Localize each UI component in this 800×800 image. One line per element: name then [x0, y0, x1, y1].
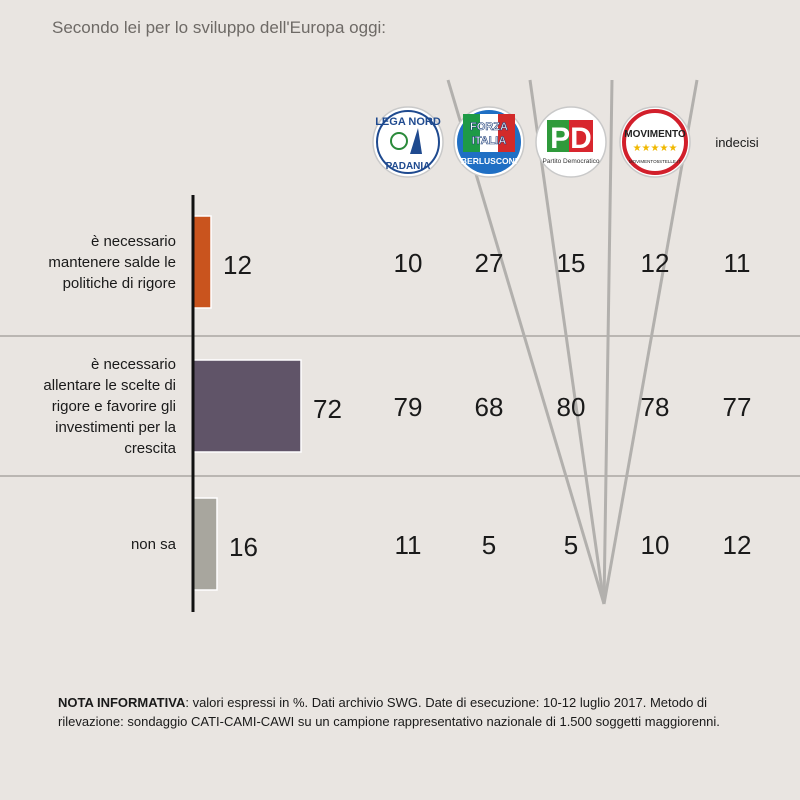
- bar-2: [192, 497, 218, 591]
- column-value-pd-2: 5: [564, 530, 578, 560]
- m5s-red-ring: [622, 109, 688, 175]
- column-value-pd-0: 15: [557, 248, 586, 278]
- bar-0: [192, 215, 212, 309]
- pd-letters: PD: [550, 122, 592, 155]
- bar-value-2: 16: [229, 532, 258, 562]
- lega-nord-logo-circle: [372, 106, 444, 178]
- column-value-m5s-1: 78: [641, 392, 670, 422]
- category-label-0-0: è necessario: [91, 233, 176, 250]
- column-value-indecisi-0: 11: [724, 248, 751, 278]
- column-value-forza-2: 5: [482, 530, 496, 560]
- category-label-1-1: allentare le scelte di: [43, 377, 176, 394]
- lega-sun-symbol: [390, 132, 408, 150]
- column-value-forza-1: 68: [475, 392, 504, 422]
- m5s-stars: ★★★★★: [633, 143, 678, 154]
- category-label-0-2: politiche di rigore: [63, 275, 176, 292]
- indecisi-header: indecisi: [715, 135, 758, 150]
- column-value-indecisi-2: 12: [723, 530, 752, 560]
- bar-value-0: 12: [223, 250, 252, 280]
- nota-label: NOTA INFORMATIVA: [58, 695, 186, 710]
- lega-warrior-figure: [410, 128, 422, 154]
- forza-text-2: ITALIA: [472, 135, 507, 147]
- forza-text-3: BERLUSCONI: [461, 156, 517, 166]
- movimento-5-stelle-logo-circle: [619, 106, 691, 178]
- category-label-0-1: mantenere salde le: [48, 254, 176, 271]
- forza-flag-green: [463, 114, 480, 152]
- category-label-1-2: rigore e favorire gli: [52, 398, 176, 415]
- column-value-forza-0: 27: [475, 248, 504, 278]
- forza-flag-white: [480, 114, 498, 152]
- m5s-title: MOVIMENTO: [624, 129, 686, 140]
- category-label-1-4: crescita: [124, 440, 176, 457]
- m5s-url: MOVIMENTO5STELLE.IT: [629, 159, 681, 164]
- forza-flag-red: [498, 114, 515, 152]
- column-value-m5s-2: 10: [641, 530, 670, 560]
- lega-top-text: LEGA NORD: [375, 116, 441, 128]
- nota-informativa: NOTA INFORMATIVA: valori espressi in %. …: [58, 693, 758, 731]
- lega-bottom-text: PADANIA: [386, 161, 431, 172]
- chart-title: Secondo lei per lo sviluppo dell'Europa …: [52, 18, 387, 37]
- bar-1: [192, 359, 302, 453]
- movimento-5-stelle-logo: MOVIMENTO ★★★★★ MOVIMENTO5STELLE.IT: [619, 106, 691, 178]
- pd-red-block: [569, 120, 593, 152]
- column-separator-3: [602, 79, 699, 605]
- column-value-lega-2: 11: [395, 530, 422, 560]
- lega-nord-logo: LEGA NORD PADANIA: [372, 106, 444, 178]
- lega-ring: [376, 110, 440, 174]
- column-value-lega-0: 10: [394, 248, 423, 278]
- forza-text-1: FORZA: [470, 121, 508, 133]
- nota-text: : valori espressi in %. Dati archivio SW…: [58, 695, 720, 729]
- pd-green-block: [547, 120, 569, 152]
- forza-italia-logo: FORZA ITALIA BERLUSCONI: [453, 106, 525, 178]
- bar-value-1: 72: [313, 394, 342, 424]
- category-label-2-0: non sa: [131, 536, 177, 553]
- pd-subtitle: Partito Democratico: [542, 158, 599, 165]
- column-value-indecisi-1: 77: [723, 392, 752, 422]
- category-label-1-3: investimenti per la: [55, 419, 177, 436]
- column-value-m5s-0: 12: [641, 248, 670, 278]
- category-label-1-0: è necessario: [91, 356, 176, 373]
- column-value-lega-1: 79: [394, 392, 423, 422]
- column-value-pd-1: 80: [557, 392, 586, 422]
- column-separator-1: [528, 79, 606, 605]
- pd-logo: PD Partito Democratico: [535, 106, 607, 178]
- column-separator-2: [602, 79, 614, 605]
